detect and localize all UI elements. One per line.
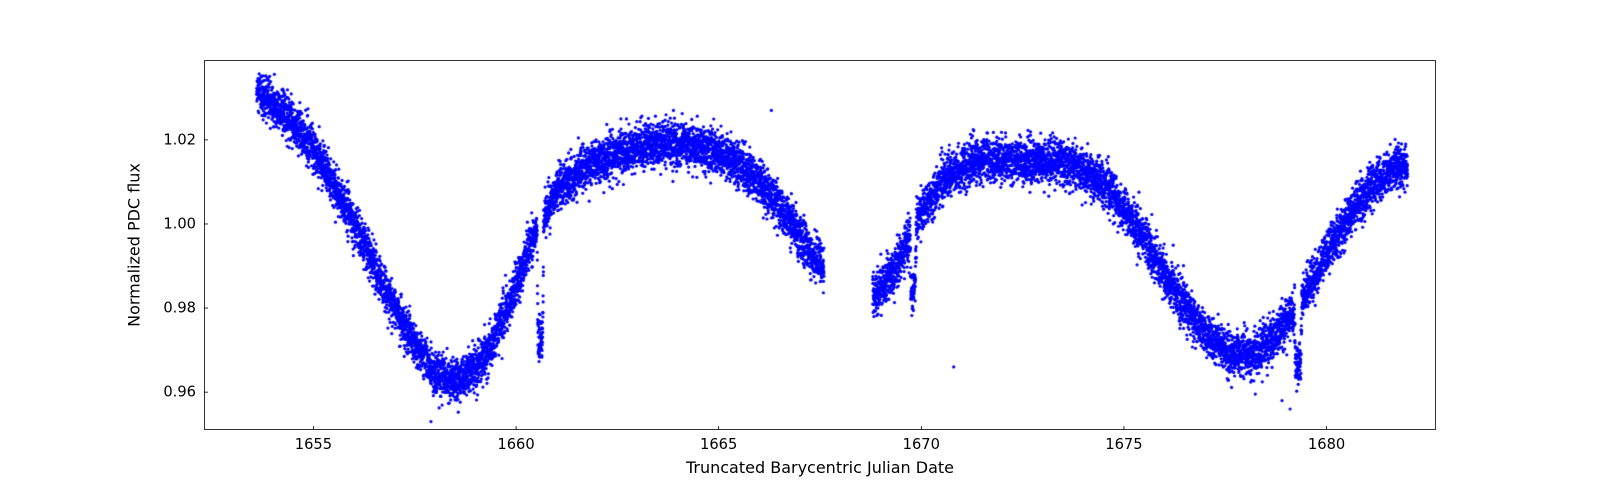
y-tick-label: 1.02 (163, 131, 196, 148)
y-tick-label: 1.00 (163, 215, 196, 232)
y-axis-label: Normalized PDC flux (125, 163, 144, 327)
x-tick-label: 1680 (1308, 436, 1345, 453)
y-tick-label: 0.96 (163, 384, 196, 401)
plot-area (204, 60, 1436, 430)
x-tick-label: 1655 (295, 436, 332, 453)
y-tick-label: 0.98 (163, 300, 196, 317)
x-tick-label: 1675 (1105, 436, 1142, 453)
figure: Truncated Barycentric Julian Date Normal… (0, 0, 1600, 500)
x-tick-label: 1665 (700, 436, 737, 453)
x-tick-label: 1660 (497, 436, 534, 453)
x-axis-label: Truncated Barycentric Julian Date (686, 458, 954, 477)
scatter-series (204, 60, 1436, 430)
x-tick-label: 1670 (903, 436, 940, 453)
